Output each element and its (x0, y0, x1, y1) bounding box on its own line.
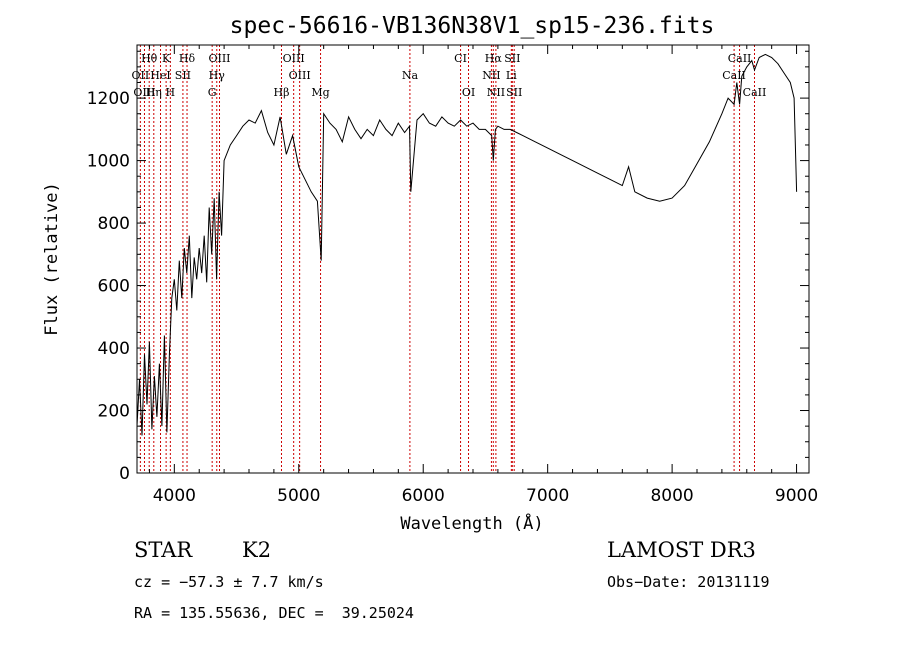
line-label-11: SII (175, 69, 191, 82)
line-label-15: NII (482, 69, 500, 82)
y-axis: 0 200 400 600 800 1000 1200 (87, 50, 809, 484)
object-class: STAR (134, 538, 193, 562)
line-label-7: SII (504, 52, 520, 65)
line-label-12: Hγ (209, 69, 226, 82)
redshift-cz: cz = −57.3 ± 7.7 km/s (134, 573, 324, 591)
y-axis-label: Flux (relative) (42, 182, 62, 336)
x-axis-label: Wavelength (Å) (400, 512, 543, 534)
line-label-0: Hθ (141, 52, 158, 65)
survey-name: LAMOST DR3 (607, 538, 756, 562)
line-label-23: Mg (311, 86, 329, 99)
line-label-14: Na (402, 69, 419, 82)
y-tick-label-6: 1200 (87, 89, 130, 109)
y-tick-label-1: 200 (98, 402, 130, 422)
line-label-20: H (166, 86, 176, 99)
x-tick-label-2: 6000 (402, 486, 445, 506)
line-label-27: CaII (743, 86, 767, 99)
spectral-line-markers (139, 45, 755, 473)
line-label-3: OIII (208, 52, 230, 65)
x-tick-label-0: 4000 (153, 486, 196, 506)
x-axis: 4000 5000 6000 7000 8000 9000 (148, 45, 818, 506)
line-label-2: Hδ (179, 52, 196, 65)
line-label-5: CI (454, 52, 467, 65)
chart-title: spec-56616-VB136N38V1_sp15-236.fits (230, 13, 715, 39)
x-tick-label-5: 9000 (775, 486, 818, 506)
line-label-4: OIII (283, 52, 305, 65)
line-label-10: HeI (150, 69, 170, 82)
x-tick-label-4: 8000 (650, 486, 693, 506)
line-label-24: OI (462, 86, 475, 99)
line-label-1: K (162, 52, 171, 65)
y-tick-label-0: 0 (119, 464, 130, 484)
plot-frame (136, 44, 810, 474)
object-subclass: K2 (242, 538, 272, 562)
line-label-22: Hβ (274, 86, 290, 99)
x-tick-label-3: 7000 (526, 486, 569, 506)
line-label-13: OIII (289, 69, 311, 82)
line-label-17: CaII (722, 69, 746, 82)
line-label-6: Hα (485, 52, 503, 65)
x-tick-label-1: 5000 (277, 486, 320, 506)
y-tick-label-4: 800 (98, 214, 130, 234)
line-label-26: SII (506, 86, 522, 99)
line-label-21: G (208, 86, 217, 99)
line-label-9: OII (132, 69, 150, 82)
line-label-25: NII (487, 86, 505, 99)
y-tick-label-2: 400 (98, 339, 130, 359)
line-label-8: CaII (728, 52, 752, 65)
line-label-18: OIII (133, 86, 155, 99)
observation-date: Obs−Date: 20131119 (607, 573, 770, 591)
line-label-16: Li (506, 69, 517, 82)
y-tick-label-3: 600 (98, 277, 130, 297)
spectrum-line (136, 53, 798, 436)
y-tick-label-5: 1000 (87, 152, 130, 172)
coordinates: RA = 135.55636, DEC = 39.25024 (134, 604, 414, 622)
line-label-19: Hη (146, 86, 162, 99)
